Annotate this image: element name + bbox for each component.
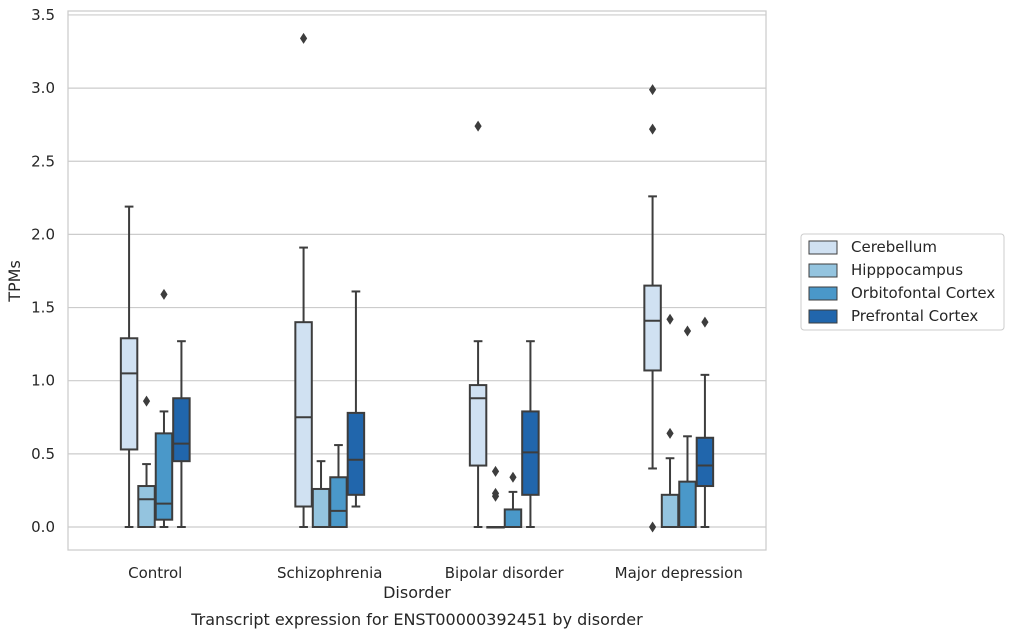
box-iqr [311, 487, 331, 529]
box-iqr [172, 397, 191, 463]
series-prefrontal-cortex [172, 290, 715, 528]
outlier-point [509, 471, 517, 483]
x-tick-label: Schizophrenia [277, 564, 382, 582]
outlier-point [491, 487, 500, 499]
legend-item: Prefrontal Cortex [808, 307, 978, 325]
box [154, 288, 174, 528]
x-axis-label: Disorder [383, 583, 451, 602]
box [660, 313, 680, 528]
y-axis-ticks: 0.0 0.5 1.0 1.5 2.0 2.5 3.0 3.5 [31, 6, 55, 536]
box [695, 316, 715, 528]
legend-item: Cerebellum [808, 238, 937, 256]
legend-frame [800, 233, 1005, 331]
outlier-point [701, 316, 709, 328]
box [119, 205, 139, 528]
outlier-point [648, 84, 657, 96]
box-iqr [294, 321, 313, 508]
x-tick-label: Major depression [615, 564, 743, 582]
outlier-point [648, 123, 657, 135]
box [346, 290, 366, 508]
box-iqr [643, 284, 662, 372]
series-hipppocampus [137, 313, 680, 529]
x-tick-label: Control [128, 564, 182, 582]
box [294, 32, 313, 528]
box [468, 120, 488, 528]
box-iqr [468, 384, 488, 467]
box-iqr [137, 485, 156, 529]
legend-label: Hipppocampus [851, 261, 963, 279]
legend-label: Cerebellum [851, 238, 937, 256]
y-axis-label: TPMs [5, 260, 24, 303]
legend-swatch [808, 263, 838, 278]
legend-swatch [808, 309, 838, 324]
legend-swatch [808, 286, 838, 301]
outlier-point [683, 325, 692, 337]
legend-label: Orbitofontal Cortex [851, 284, 995, 302]
box [643, 84, 662, 533]
box-series [119, 32, 715, 533]
box-iqr [346, 411, 366, 496]
outlier-point [160, 288, 168, 300]
box [137, 395, 156, 529]
outlier-point [491, 465, 500, 477]
y-tick-label: 0.0 [31, 518, 55, 536]
legend-item: Orbitofontal Cortex [808, 284, 995, 302]
box-iqr [154, 432, 174, 521]
outlier-point [474, 120, 482, 132]
series-orbitofontal-cortex [154, 288, 697, 529]
box [521, 340, 540, 528]
outlier-point [142, 395, 151, 407]
y-tick-label: 1.0 [31, 372, 55, 390]
legend: Cerebellum Hipppocampus Orbitofontal Corte… [800, 233, 1005, 331]
box [329, 444, 348, 528]
outlier-point [666, 313, 674, 325]
box [172, 340, 191, 528]
y-tick-label: 2.5 [31, 152, 55, 170]
x-tick-label: Bipolar disorder [445, 564, 565, 582]
y-tick-label: 3.5 [31, 6, 55, 24]
plot-area [67, 10, 767, 551]
y-tick-label: 1.5 [31, 299, 55, 317]
box-iqr [695, 436, 715, 488]
x-axis-ticks: Control Schizophrenia Bipolar disorder Majo… [128, 564, 743, 582]
legend-item: Hipppocampus [808, 261, 963, 279]
legend-items: Cerebellum Hipppocampus Orbitofontal Corte… [808, 238, 995, 325]
outlier-point [299, 32, 308, 44]
box-iqr [119, 337, 139, 451]
legend-label: Prefrontal Cortex [851, 307, 978, 325]
series-cerebellum [119, 32, 662, 533]
box [678, 325, 697, 529]
box [486, 465, 505, 529]
box-iqr [678, 480, 697, 529]
outlier-point [648, 521, 657, 533]
legend-swatch [808, 240, 838, 255]
box [311, 460, 331, 529]
box-iqr [329, 476, 348, 528]
outlier-point [666, 427, 674, 439]
y-tick-label: 0.5 [31, 445, 55, 463]
y-tick-label: 2.0 [31, 225, 55, 243]
y-tick-label: 3.0 [31, 79, 55, 97]
box-iqr [660, 493, 680, 528]
chart-title: Transcript expression for ENST0000039245… [190, 610, 643, 629]
box-iqr [503, 508, 523, 528]
box [503, 471, 523, 528]
